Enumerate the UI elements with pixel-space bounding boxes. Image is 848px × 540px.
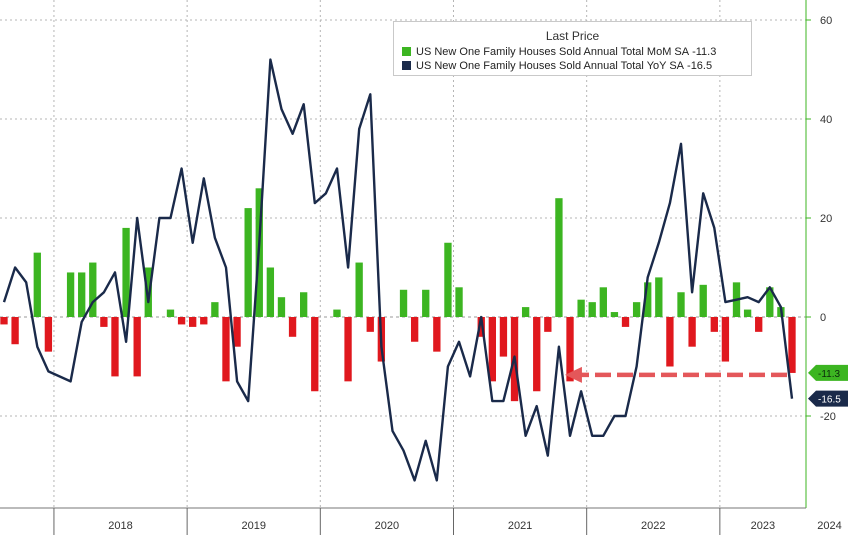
mom-bar [655,277,663,317]
mom-bar [721,317,730,362]
mom-bar [222,317,230,382]
legend-item-yoy: US New One Family Houses Sold Annual Tot… [402,60,712,72]
mom-bar [366,317,374,332]
mom-bar [621,317,630,327]
mom-last-tag-bg [808,364,848,381]
mom-bar [632,302,641,317]
mom-bar [610,312,619,317]
yoy-last-tag-label: -16.5 [818,395,841,406]
mom-bar [444,242,452,317]
mom-bar [177,317,186,325]
mom-bar [788,317,796,373]
mom-last-tag-label: -11.3 [818,369,840,380]
x-axis: 2018 2019 2020 2021 2022 2023 2024 [0,507,842,535]
last-value-tags: -11.3 -16.5 [808,364,848,407]
y-tick-label: -20 [820,411,836,423]
legend-swatch-yoy [402,61,411,70]
mom-bar [743,309,752,317]
x-tick-label: 2018 [108,520,132,532]
mom-bar [666,317,674,367]
yoy-line-path [2,58,794,482]
mom-bar [533,317,541,392]
mom-bar [699,284,707,317]
mom-bar [588,302,596,317]
mom-bar [577,299,585,317]
mom-bar [44,317,53,352]
legend-value-mom: -11.3 [692,46,717,58]
mom-bar [211,302,219,317]
mom-bar [166,309,175,317]
legend-item-mom: US New One Family Houses Sold Annual Tot… [402,46,716,58]
x-tick-label: 2023 [751,520,775,532]
mom-bar [277,297,286,317]
x-tick-label: 2022 [641,520,665,532]
mom-bar [111,317,119,377]
mom-bar [521,307,530,317]
mom-bar [344,317,352,382]
mom-bar [11,317,19,345]
mom-bar [688,317,696,347]
x-tick-label: 2021 [508,520,532,532]
mom-bar [299,292,308,317]
yoy-line [2,58,794,482]
mom-bar [677,292,685,317]
mom-bar [200,317,208,325]
mom-bar [66,272,75,317]
legend-swatch-mom [402,47,411,56]
mom-bar [266,267,275,317]
mom-bar [644,282,652,317]
mom-bar [89,262,97,317]
mom-bar [233,317,241,347]
mom-bar [0,317,8,325]
mom-bar [133,317,141,377]
mom-bar [78,272,86,317]
mom-bars [0,188,796,402]
mom-bar [144,267,152,317]
y-tick-label: 0 [820,312,826,324]
gridlines [0,0,806,508]
mom-bar [333,309,341,317]
mom-bar [599,287,607,317]
mom-bar [755,317,763,332]
mom-bar [288,317,297,337]
mom-bar [477,317,485,337]
trend-arrow [564,366,787,383]
mom-bar [555,198,563,317]
mom-bar [544,317,552,332]
mom-bar [410,317,419,342]
legend-value-yoy: -16.5 [687,60,713,72]
mom-bar [455,287,463,317]
y-axis: 60 40 20 0 -20 [805,0,836,508]
mom-bar [311,317,319,392]
legend-title: Last Price [545,29,600,43]
y-tick-label: 40 [820,114,832,126]
legend-label-mom: US New One Family Houses Sold Annual Tot… [416,46,690,58]
legend: Last Price US New One Family Houses Sold… [393,21,752,76]
mom-bar [710,317,718,332]
x-tick-label: 2019 [241,520,265,532]
mom-bar [433,317,441,352]
x-tick-label: 2020 [375,520,399,532]
mom-bar [422,289,430,317]
mom-bar [33,252,41,317]
y-tick-label: 60 [820,15,832,27]
y-tick-label: 20 [820,213,832,225]
mom-bar [499,317,508,357]
mom-bar [399,289,408,317]
mom-bar [766,287,774,317]
mom-bar [100,317,108,327]
yoy-last-tag-bg [808,390,848,407]
x-tick-label: 2024 [817,520,841,532]
mom-bar [189,317,197,327]
mom-bar [566,317,574,382]
mom-bar [244,208,252,317]
mom-bar [488,317,497,382]
mom-bar [355,262,363,317]
arrow-head [564,366,582,383]
mom-bar [122,227,130,317]
legend-label-yoy: US New One Family Houses Sold Annual Tot… [416,60,685,72]
